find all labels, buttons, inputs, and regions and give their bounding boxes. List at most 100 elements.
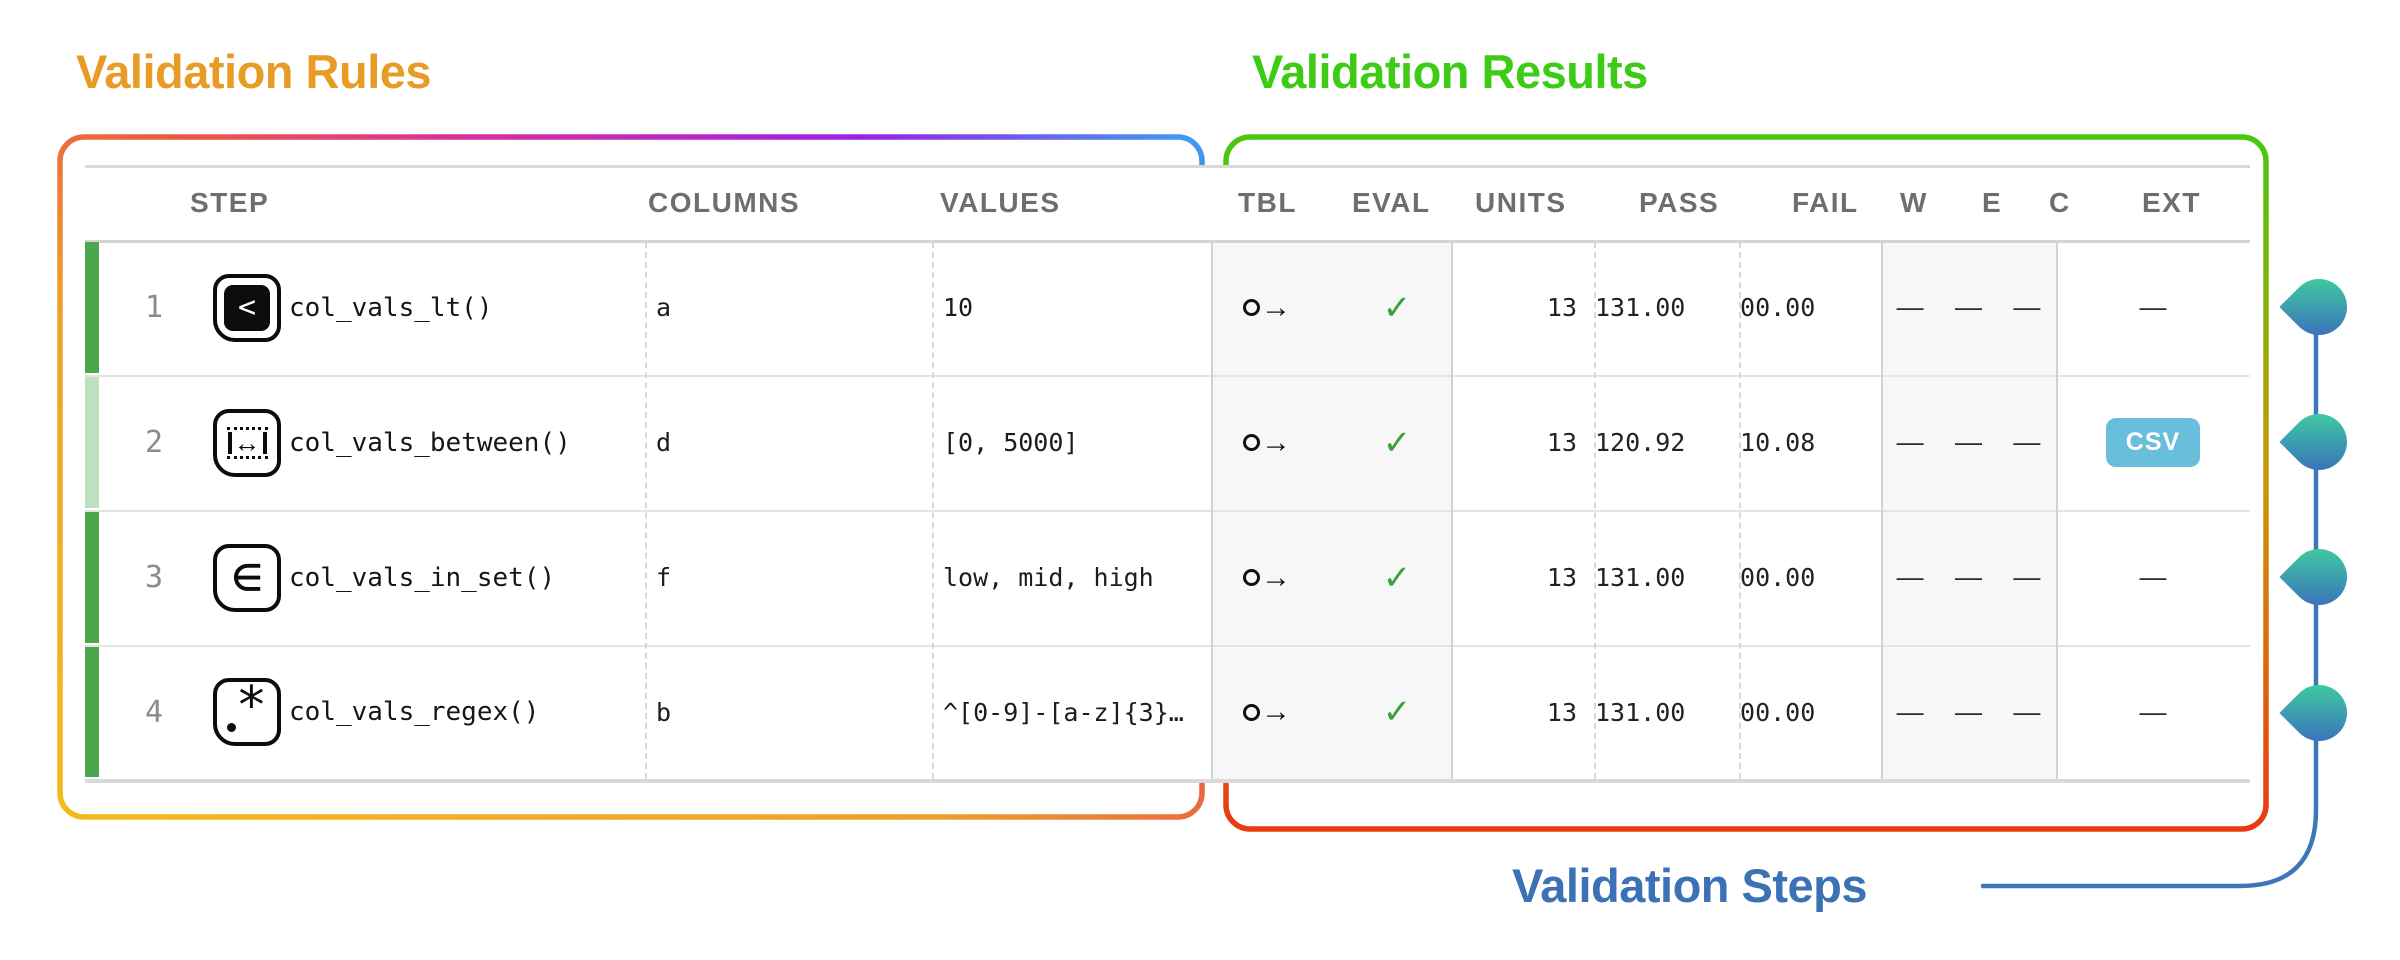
extract-dash: — xyxy=(2139,562,2167,592)
dot-star-regex-icon: * xyxy=(223,676,271,736)
fail-count: 0 xyxy=(1740,293,1756,322)
column-divider xyxy=(1881,242,1883,779)
rule-name: col_vals_between() xyxy=(289,427,571,458)
validation-table: STEP COLUMNS VALUES TBL EVAL UNITS PASS … xyxy=(85,165,2250,783)
warn-flag: — xyxy=(1896,696,1924,727)
extract-cell: — xyxy=(2056,510,2250,645)
header-pass: PASS xyxy=(1639,187,1720,218)
circle-icon xyxy=(1243,434,1260,451)
pass-indicator-bar xyxy=(85,647,99,777)
steps-title: Validation Steps xyxy=(1512,859,1868,912)
fail-values: 00.00 xyxy=(1740,645,1865,779)
wec-flags: — — — xyxy=(1881,645,2056,779)
units-value: 13 xyxy=(1546,428,1577,457)
pass-values: 120.92 xyxy=(1595,375,1722,510)
fail-count: 0 xyxy=(1740,563,1756,592)
values-value: [0, 5000] xyxy=(943,428,1079,457)
header-values: VALUES xyxy=(940,187,1061,218)
fail-fraction: 0.00 xyxy=(1755,293,1816,322)
column-divider xyxy=(645,242,647,779)
arrow-icon: → xyxy=(1261,290,1291,324)
pass-fraction: 0.92 xyxy=(1625,428,1686,457)
rules-title: Validation Rules xyxy=(76,45,432,98)
step-number: 4 xyxy=(144,694,163,730)
less-than-icon: < xyxy=(224,284,270,331)
lt-function-icon: < xyxy=(211,240,283,375)
pass-count: 13 xyxy=(1595,293,1626,322)
circle-icon xyxy=(1243,703,1260,721)
header-w: W xyxy=(1900,187,1928,218)
values-value: 10 xyxy=(943,293,974,322)
table-state-icon: → xyxy=(1243,510,1323,645)
wec-flags: — — — xyxy=(1881,510,2056,645)
extract-cell: — xyxy=(2056,645,2250,779)
arrow-icon: → xyxy=(1261,425,1291,459)
fail-count: 0 xyxy=(1740,697,1756,727)
element-of-icon: ∈ xyxy=(231,556,263,598)
extract-cell: CSV xyxy=(2056,375,2250,510)
columns-value: f xyxy=(656,563,672,592)
extract-cell: — xyxy=(2056,240,2250,375)
table-bottom-border xyxy=(85,779,2250,783)
critical-flag: — xyxy=(2013,427,2041,457)
wec-flags: — — — xyxy=(1881,375,2056,510)
in-set-function-icon: ∈ xyxy=(211,510,283,645)
units-value: 13 xyxy=(1546,697,1577,727)
units-value: 13 xyxy=(1546,293,1577,322)
header-tbl: TBL xyxy=(1238,187,1297,218)
column-divider xyxy=(1594,242,1596,779)
check-icon: ✓ xyxy=(1382,423,1412,462)
header-e: E xyxy=(1982,187,2003,218)
eval-status: ✓ xyxy=(1367,510,1427,645)
check-icon: ✓ xyxy=(1382,288,1412,327)
fail-fraction: 0.08 xyxy=(1755,428,1816,457)
columns-value: a xyxy=(656,293,672,322)
eval-status: ✓ xyxy=(1367,240,1427,375)
header-eval: EVAL xyxy=(1352,187,1431,218)
circle-icon xyxy=(1243,569,1260,586)
pass-count: 13 xyxy=(1595,697,1626,727)
rule-name: col_vals_lt() xyxy=(289,292,493,323)
between-range-icon: ↔ xyxy=(226,426,268,459)
column-divider xyxy=(1211,242,1213,779)
column-divider xyxy=(932,242,934,779)
header-columns: COLUMNS xyxy=(648,187,801,218)
critical-flag: — xyxy=(2013,562,2041,592)
pass-count: 13 xyxy=(1595,563,1626,592)
wec-flags: — — — xyxy=(1881,240,2056,375)
fail-fraction: 0.00 xyxy=(1755,563,1816,592)
error-flag: — xyxy=(1954,562,1982,592)
pass-values: 131.00 xyxy=(1595,240,1722,375)
check-icon: ✓ xyxy=(1382,558,1412,597)
fail-values: 00.00 xyxy=(1740,510,1865,645)
column-divider xyxy=(1739,242,1741,779)
step-marker-icon xyxy=(2279,549,2347,605)
row-separator xyxy=(85,375,2250,377)
between-function-icon: ↔ xyxy=(211,375,283,510)
table-state-icon: → xyxy=(1243,375,1323,510)
fail-values: 10.08 xyxy=(1740,375,1865,510)
header-fail: FAIL xyxy=(1792,187,1859,218)
column-divider xyxy=(1451,242,1453,779)
step-number: 3 xyxy=(144,560,163,595)
csv-download-button[interactable]: CSV xyxy=(2105,418,2201,467)
step-number: 2 xyxy=(144,425,163,460)
pass-values: 131.00 xyxy=(1595,510,1722,645)
arrow-icon: → xyxy=(1261,695,1291,728)
header-units: UNITS xyxy=(1475,187,1567,218)
header-bottom-border xyxy=(85,240,2250,243)
pass-indicator-bar xyxy=(85,512,99,643)
table-top-border xyxy=(85,165,2250,168)
header-ext: EXT xyxy=(2142,187,2201,218)
pass-fraction: 1.00 xyxy=(1625,563,1686,592)
rule-name: col_vals_regex() xyxy=(289,697,540,727)
warn-flag: — xyxy=(1896,292,1924,322)
row-separator xyxy=(85,645,2250,647)
warn-flag: — xyxy=(1896,427,1924,457)
pass-fraction: 1.00 xyxy=(1625,293,1686,322)
eval-status: ✓ xyxy=(1367,645,1427,779)
fail-values: 00.00 xyxy=(1740,240,1865,375)
extract-dash: — xyxy=(2139,292,2167,322)
header-c: C xyxy=(2049,187,2071,218)
